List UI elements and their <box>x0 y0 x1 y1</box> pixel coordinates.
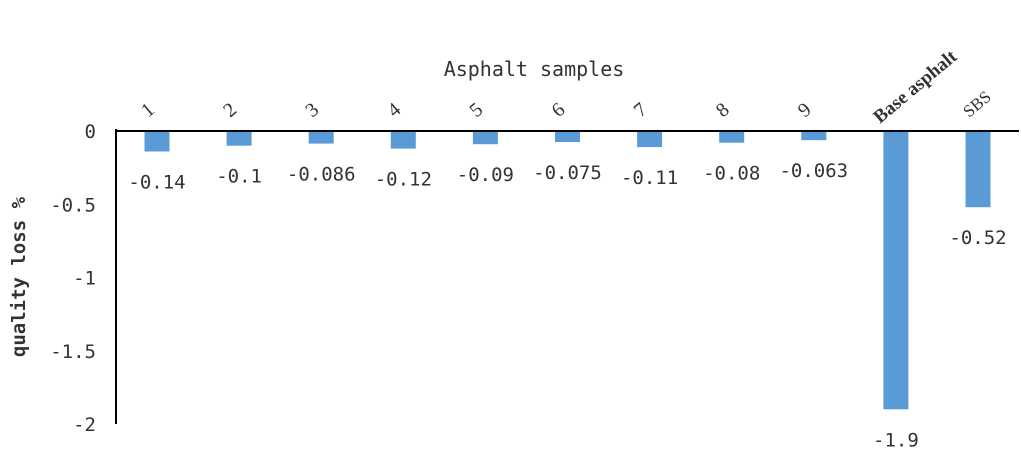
data-label-1: -0.14 <box>128 172 185 194</box>
y-tick-label-0: 0 <box>85 121 96 143</box>
x-tick-label-4: 4 <box>383 99 405 122</box>
x-tick-label-5: 5 <box>465 99 487 122</box>
bar-2 <box>226 131 252 146</box>
data-label-7: -0.11 <box>621 167 678 189</box>
data-label-sbs: -0.52 <box>949 227 1006 249</box>
bar-1 <box>144 131 170 152</box>
data-label-9: -0.063 <box>779 160 848 182</box>
bar-sbs <box>965 131 991 208</box>
data-label-8: -0.08 <box>703 163 760 185</box>
x-tick-label-3: 3 <box>301 99 323 122</box>
y-tick-label-3: -1.5 <box>50 341 96 363</box>
data-label-5: -0.09 <box>457 164 514 186</box>
x-tick-label-base-asphalt: Base asphalt <box>870 46 962 128</box>
data-label-4: -0.12 <box>375 169 432 191</box>
x-axis-title: Asphalt samples <box>444 57 625 81</box>
bars-layer <box>144 131 991 410</box>
x-tick-label-8: 8 <box>712 99 734 122</box>
y-ticks-layer: 0 -0.5 -1 -1.5 -2 <box>50 121 96 436</box>
x-tick-label-6: 6 <box>548 99 570 122</box>
x-tick-label-2: 2 <box>219 99 241 122</box>
y-tick-label-2: -1 <box>73 268 96 290</box>
data-label-base-asphalt: -1.9 <box>873 429 919 451</box>
bar-base-asphalt <box>883 131 909 410</box>
x-tick-label-9: 9 <box>794 99 816 122</box>
bar-3 <box>308 131 334 144</box>
data-label-3: -0.086 <box>287 164 356 186</box>
x-tick-label-7: 7 <box>630 99 652 122</box>
y-tick-label-1: -0.5 <box>50 194 96 216</box>
x-tick-label-1: 1 <box>137 99 159 122</box>
bar-6 <box>555 131 580 142</box>
y-tick-label-4: -2 <box>73 414 96 436</box>
y-axis-title: quality loss % <box>8 196 30 357</box>
data-label-6: -0.075 <box>533 162 602 184</box>
bar-5 <box>472 131 498 145</box>
bar-8 <box>719 131 745 143</box>
bar-9 <box>801 131 827 141</box>
x-tick-label-sbs: SBS <box>959 87 994 121</box>
data-labels-layer: -0.14 -0.1 -0.086 -0.12 -0.09 -0.075 -0.11 -0.0… <box>128 160 1006 451</box>
bar-7 <box>637 131 663 148</box>
data-label-2: -0.1 <box>216 166 262 188</box>
bar-4 <box>390 131 416 149</box>
